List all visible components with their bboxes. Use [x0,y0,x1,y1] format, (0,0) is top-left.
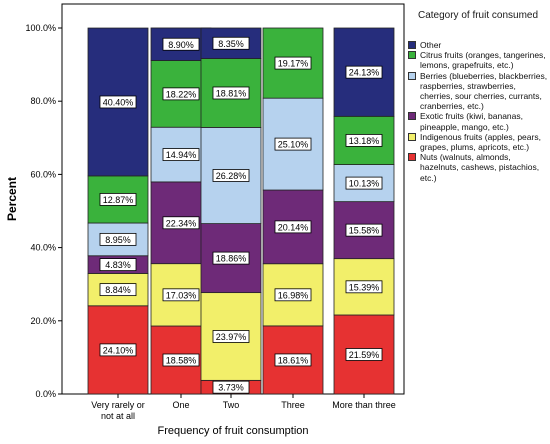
data-label: 24.10% [103,345,134,355]
x-tick-label: Very rarely or not at all [91,400,145,421]
x-tick-label: More than three [332,400,396,410]
bar-segment [87,27,149,177]
data-label: 8.35% [218,39,244,49]
legend-label: Citrus fruits (oranges, tangerines, lemo… [420,50,546,71]
data-label-box [212,330,250,343]
legend-swatch [408,112,416,121]
data-label: 17.03% [166,290,197,300]
legend-item: Exotic fruits (kiwi, bananas, pineapple,… [408,111,548,132]
data-label-box [99,232,137,246]
data-label-box [345,65,383,79]
data-label-box [212,169,250,182]
data-label: 26.28% [216,171,247,181]
legend-item: Berries (blueberries, blackberries, rasp… [408,71,548,112]
data-label-box [99,193,137,206]
data-label: 13.18% [349,136,380,146]
y-tick-label: 40.0% [30,243,56,253]
data-label: 12.87% [103,195,134,205]
legend-label: Berries (blueberries, blackberries, rasp… [420,70,548,112]
x-tick-label: Three [281,400,305,410]
data-label-box [162,216,200,230]
data-label-box [345,223,383,237]
legend-swatch [408,153,416,162]
data-label-box [162,37,200,51]
data-label-box [212,251,250,265]
y-axis-label: Percent [5,177,19,221]
legend-item: Indigenous fruits (apples, pears, grapes… [408,132,548,152]
data-label: 18.86% [216,254,247,264]
x-axis-label: Frequency of fruit consumption [157,425,308,437]
data-label: 16.98% [278,290,309,300]
data-label-box [345,134,383,147]
data-label-box [212,86,250,100]
data-label: 23.97% [216,332,247,342]
legend-label: Other [420,40,442,50]
data-label-box [162,148,200,161]
y-tick-label: 60.0% [30,169,56,179]
data-label: 40.40% [103,97,134,107]
data-label-box [99,283,137,297]
y-tick-label: 80.0% [30,96,56,106]
legend-label: Exotic fruits (kiwi, bananas, pineapple,… [420,111,523,132]
data-label-box [274,288,312,302]
data-label-box [274,56,312,70]
legend-swatch [408,71,416,80]
data-label-box [212,36,250,50]
data-label: 24.13% [349,68,380,78]
legend-swatch [408,132,416,141]
x-tick-label: Two [223,400,240,410]
legend-label: Indigenous fruits (apples, pears, grapes… [420,131,541,153]
legend-item: Other [408,40,548,50]
legend-swatch [408,51,416,60]
data-label-box [345,176,383,190]
y-tick-label: 20.0% [30,316,56,326]
bar-segment [200,292,262,381]
legend-title: Category of fruit consumed [417,10,539,21]
y-tick-label: 100.0% [25,23,56,33]
data-label: 10.13% [349,179,380,189]
data-label-box [274,137,312,151]
data-label-box [162,353,200,367]
data-label: 18.58% [166,355,197,365]
data-label-box [274,220,312,234]
data-label: 15.58% [349,226,380,236]
legend: Other Citrus fruits (oranges, tangerines,… [408,40,548,183]
data-label-box [99,258,137,272]
data-label-box [345,348,383,361]
legend-item: Citrus fruits (oranges, tangerines, lemo… [408,50,548,70]
data-label: 14.94% [166,150,197,160]
data-label: 8.95% [105,235,131,245]
legend-label: Nuts (walnuts, almonds, hazelnuts, cashe… [420,152,540,183]
data-label: 22.34% [166,218,197,228]
data-label: 15.39% [349,282,380,292]
data-label: 8.90% [168,40,194,50]
data-label-box [345,280,383,294]
data-label: 18.61% [278,355,309,365]
legend-swatch [408,41,416,49]
data-label-box [162,87,200,101]
data-label: 18.22% [166,89,197,99]
data-label: 21.59% [349,350,380,360]
data-label-box [162,288,200,302]
data-label: 19.17% [278,59,309,69]
legend-item: Nuts (walnuts, almonds, hazelnuts, cashe… [408,152,548,183]
data-label: 4.83% [105,260,131,270]
data-label-box [99,95,137,109]
data-label-box [99,343,137,357]
data-label: 25.10% [278,140,309,150]
y-tick-label: 0.0% [35,389,56,399]
data-label: 18.81% [216,88,247,98]
data-label: 20.14% [278,222,309,232]
data-label-box [274,353,312,367]
data-label: 8.84% [105,285,131,295]
data-label-box [212,380,250,394]
x-tick-label: One [172,400,189,410]
data-label: 3.73% [218,383,244,393]
